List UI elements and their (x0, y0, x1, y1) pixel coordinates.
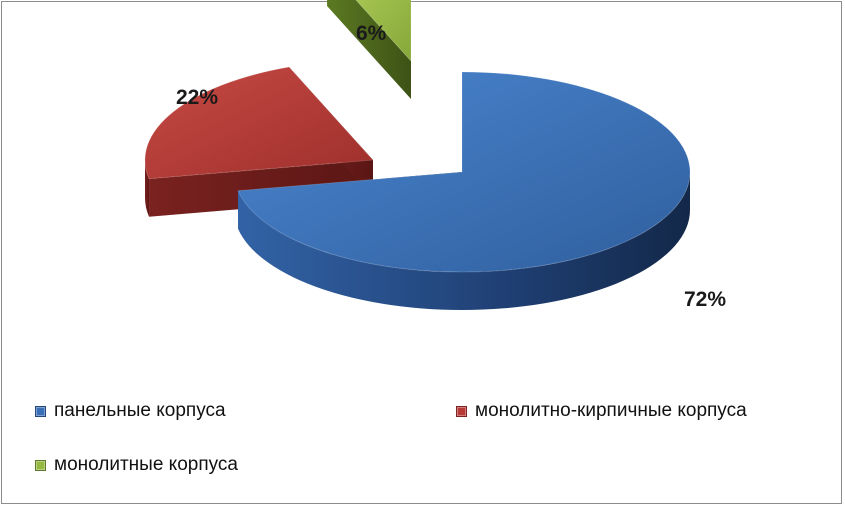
legend-swatch-panel (35, 405, 46, 417)
pie-label-monolithic: 6% (356, 22, 387, 45)
legend-swatch-monolithic-brick (456, 405, 467, 417)
legend-swatch-monolithic (35, 459, 46, 471)
legend-item-monolithic[interactable]: монолитные корпуса (35, 454, 238, 476)
pie-slice-rim-panel (238, 172, 691, 310)
pie-slice-top-monolithic-brick (144, 66, 375, 180)
pie-slice-monolithic-brick[interactable] (144, 66, 375, 217)
pie-slice-top-panel (237, 71, 691, 273)
legend-label-panel: панельные корпуса (54, 400, 226, 421)
legend-label-monolithic-brick: монолитно-кирпичные корпуса (475, 400, 747, 421)
pie-label-monolithic-brick: 22% (176, 86, 218, 109)
pie-slice-rim-monolithic-brick (145, 160, 150, 217)
legend-label-monolithic: монолитные корпуса (54, 454, 238, 475)
pie-slices (144, 0, 691, 310)
pie-slice-wall-monolithic-0 (327, 0, 411, 99)
pie-slice-panel[interactable] (237, 71, 691, 310)
legend-item-panel[interactable]: панельные корпуса (35, 400, 226, 422)
pie-slice-monolithic[interactable] (327, 0, 412, 99)
pie-label-panel: 72% (684, 288, 726, 311)
pie-labels: 22% 6% 72% (176, 22, 726, 311)
pie-slice-top-monolithic (355, 0, 412, 63)
legend-item-monolithic-brick[interactable]: монолитно-кирпичные корпуса (456, 400, 747, 422)
